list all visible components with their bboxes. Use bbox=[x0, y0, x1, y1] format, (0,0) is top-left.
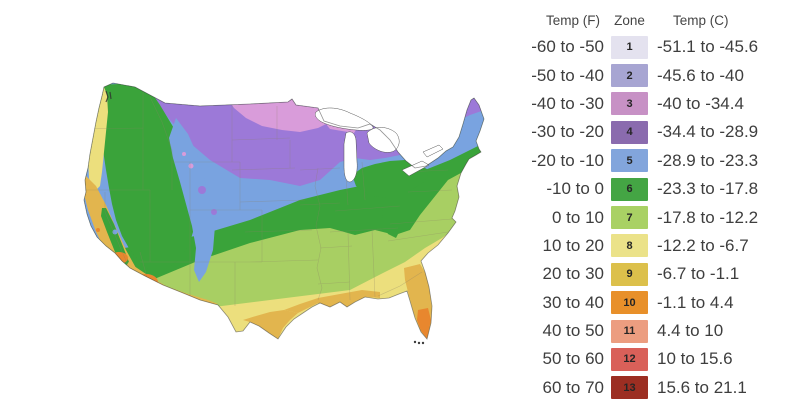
temp-c-value: -12.2 to -6.7 bbox=[657, 235, 749, 255]
zone-swatch: 12 bbox=[611, 347, 648, 371]
temp-c-value: -34.4 to -28.9 bbox=[657, 122, 759, 142]
zone-number: 10 bbox=[623, 296, 636, 309]
legend-row: -10 to 0 6 -23.3 to -17.8 bbox=[528, 175, 798, 203]
zone-swatch: 11 bbox=[611, 319, 648, 343]
temp-f-value: 10 to 20 bbox=[542, 235, 604, 255]
zone-number: 3 bbox=[626, 97, 633, 110]
temp-f-value: 40 to 50 bbox=[542, 321, 604, 341]
gulf-coast-zone9-strip bbox=[284, 290, 380, 313]
temp-c-value: -23.3 to -17.8 bbox=[657, 179, 759, 199]
temp-c-value: -1.1 to 4.4 bbox=[657, 292, 734, 312]
zone-swatch: 6 bbox=[611, 177, 648, 201]
lake-michigan bbox=[343, 131, 358, 183]
zone-swatch: 5 bbox=[611, 149, 648, 173]
florida-keys bbox=[413, 340, 425, 345]
zone-swatch: 8 bbox=[611, 234, 648, 258]
zone-number: 2 bbox=[626, 69, 633, 82]
zone-number: 4 bbox=[626, 126, 633, 139]
zone-legend: Temp (F) Zone Temp (C) -60 to -50 1 -51.… bbox=[528, 10, 798, 400]
lake-erie bbox=[401, 160, 430, 177]
zone3-pocket bbox=[182, 152, 186, 156]
temp-f-value: -20 to -10 bbox=[531, 150, 604, 170]
lake-superior bbox=[314, 107, 374, 131]
rockies-zone5-streak bbox=[169, 118, 215, 282]
us-hardiness-zone-map bbox=[83, 82, 485, 345]
legend-row: -20 to -10 5 -28.9 to -23.3 bbox=[528, 147, 798, 175]
temp-f-value: -60 to -50 bbox=[531, 37, 604, 57]
zone-number: 1 bbox=[626, 41, 633, 54]
state-borders bbox=[84, 90, 453, 306]
legend-row: 0 to 10 7 -17.8 to -12.2 bbox=[528, 203, 798, 231]
zone-swatch: 10 bbox=[611, 291, 648, 315]
appalachian-green-tongue bbox=[382, 204, 404, 238]
zone4-pocket bbox=[211, 209, 217, 215]
legend-header: Temp (F) Zone Temp (C) bbox=[528, 10, 798, 30]
map-svg bbox=[83, 82, 485, 345]
legend-row: 30 to 40 10 -1.1 to 4.4 bbox=[528, 289, 798, 317]
zone-number: 13 bbox=[623, 381, 636, 394]
desert-hot-pocket bbox=[146, 280, 152, 286]
temp-f-value: 60 to 70 bbox=[542, 377, 604, 397]
temp-c-value: 4.4 to 10 bbox=[657, 321, 724, 341]
zone-number: 9 bbox=[626, 268, 633, 281]
coast-zone10-speck bbox=[96, 228, 100, 232]
florida-zone10-tip bbox=[417, 308, 431, 339]
great-lakes bbox=[314, 107, 444, 183]
zone-swatch: 7 bbox=[611, 206, 648, 230]
header-zone: Zone bbox=[614, 12, 645, 28]
zone-swatch: 3 bbox=[611, 92, 648, 116]
zone5-pocket bbox=[112, 229, 118, 235]
zone-number: 6 bbox=[626, 183, 633, 196]
desert-hot-pocket bbox=[142, 276, 146, 280]
temp-c-value: -28.9 to -23.3 bbox=[657, 150, 759, 170]
temp-c-value: 15.6 to 21.1 bbox=[657, 377, 747, 397]
legend-row: -40 to -30 3 -40 to -34.4 bbox=[528, 90, 798, 118]
temp-c-value: -6.7 to -1.1 bbox=[657, 264, 740, 284]
zone-swatch: 1 bbox=[611, 35, 648, 59]
temp-f-value: 20 to 30 bbox=[542, 264, 604, 284]
temp-f-value: 30 to 40 bbox=[542, 292, 604, 312]
temp-c-value: -17.8 to -12.2 bbox=[657, 207, 759, 227]
legend-row: -30 to -20 4 -34.4 to -28.9 bbox=[528, 118, 798, 146]
zone-fills bbox=[84, 83, 484, 339]
us-outline bbox=[83, 82, 485, 340]
pacific-coast-zone8-strip bbox=[88, 84, 108, 192]
temp-f-value: -10 to 0 bbox=[546, 179, 604, 199]
zone-number: 11 bbox=[623, 325, 636, 338]
arizona-zone10-region bbox=[153, 288, 167, 298]
temp-f-value: -40 to -30 bbox=[531, 93, 604, 113]
lake-huron bbox=[366, 127, 400, 153]
temp-f-value: 0 to 10 bbox=[552, 207, 604, 227]
legend-row: 60 to 70 13 15.6 to 21.1 bbox=[528, 374, 798, 402]
legend-row: -50 to -40 2 -45.6 to -40 bbox=[528, 61, 798, 89]
puget-sound-marks bbox=[105, 90, 112, 103]
lake-ontario bbox=[422, 144, 444, 158]
header-temp-c: Temp (C) bbox=[673, 12, 729, 28]
zone-swatch: 4 bbox=[611, 120, 648, 144]
legend-row: -60 to -50 1 -51.1 to -45.6 bbox=[528, 33, 798, 61]
zone-number: 12 bbox=[623, 353, 636, 366]
legend-row: 50 to 60 12 10 to 15.6 bbox=[528, 345, 798, 373]
zone-swatch: 2 bbox=[611, 64, 648, 88]
zone-swatch: 13 bbox=[611, 376, 648, 400]
temp-f-value: 50 to 60 bbox=[542, 349, 604, 369]
zone-number: 7 bbox=[626, 211, 633, 224]
header-temp-f: Temp (F) bbox=[546, 12, 600, 28]
temp-c-value: -40 to -34.4 bbox=[657, 93, 744, 113]
temp-c-value: 10 to 15.6 bbox=[657, 349, 733, 369]
legend-row: 10 to 20 8 -12.2 to -6.7 bbox=[528, 232, 798, 260]
temp-c-value: -51.1 to -45.6 bbox=[657, 37, 759, 57]
south-texas-zone9-region bbox=[243, 310, 298, 339]
zone4-pocket bbox=[198, 186, 206, 194]
zone-swatch: 9 bbox=[611, 262, 648, 286]
legend-rows: -60 to -50 1 -51.1 to -45.6 -50 to -40 2… bbox=[528, 33, 798, 402]
temp-f-value: -50 to -40 bbox=[531, 65, 604, 85]
zone-number: 8 bbox=[626, 239, 633, 252]
zone-number: 5 bbox=[626, 154, 633, 167]
legend-row: 20 to 30 9 -6.7 to -1.1 bbox=[528, 260, 798, 288]
temp-f-value: -30 to -20 bbox=[531, 122, 604, 142]
temp-c-value: -45.6 to -40 bbox=[657, 65, 744, 85]
legend-row: 40 to 50 11 4.4 to 10 bbox=[528, 317, 798, 345]
zone3-pocket bbox=[188, 163, 194, 169]
